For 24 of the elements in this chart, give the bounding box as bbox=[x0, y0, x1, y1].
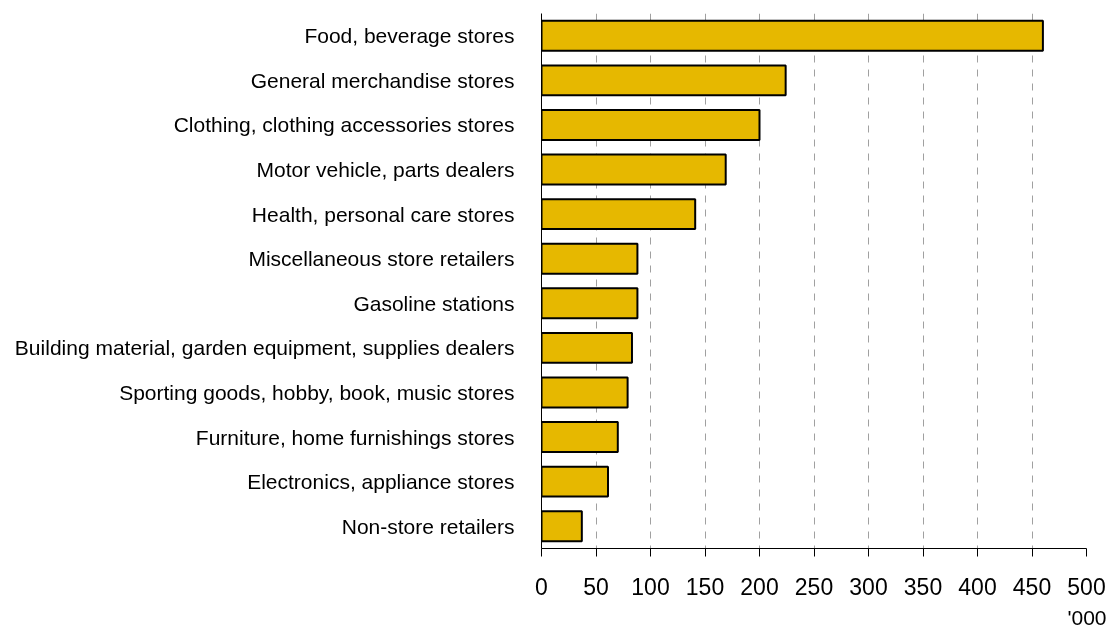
y-tick-label: Building material, garden equipment, supplies dealers bbox=[14, 336, 515, 360]
x-tick-label: 0 bbox=[535, 573, 548, 600]
x-tick-label: 350 bbox=[903, 573, 943, 600]
y-tick-label: Health, personal care stores bbox=[251, 202, 515, 226]
y-tick-label: Gasoline stations bbox=[353, 291, 515, 315]
y-tick-label: Non-store retailers bbox=[341, 514, 515, 538]
y-tick-label: General merchandise stores bbox=[250, 68, 515, 92]
x-tick-label: 450 bbox=[1012, 573, 1052, 600]
x-tick-label: 300 bbox=[849, 573, 888, 600]
x-tick-label: 100 bbox=[631, 573, 670, 600]
x-tick-label: 200 bbox=[740, 573, 779, 600]
x-tick-label: 50 bbox=[583, 573, 609, 600]
y-tick-label: Electronics, appliance stores bbox=[247, 470, 515, 494]
y-tick-label: Miscellaneous store retailers bbox=[248, 247, 515, 271]
y-tick-label: Clothing, clothing accessories stores bbox=[173, 113, 515, 137]
x-tick-label: 400 bbox=[958, 573, 997, 600]
y-tick-label: Furniture, home furnishings stores bbox=[195, 425, 515, 449]
y-tick-label: Motor vehicle, parts dealers bbox=[256, 158, 515, 182]
x-tick-label: 250 bbox=[794, 573, 834, 600]
y-tick-label: Sporting goods, hobby, book, music stores bbox=[119, 380, 515, 404]
x-axis-title: '000 bbox=[1067, 605, 1107, 629]
x-tick-label: 500 bbox=[1067, 573, 1106, 600]
x-tick-label: 150 bbox=[685, 573, 725, 600]
y-tick-label: Food, beverage stores bbox=[304, 24, 515, 48]
